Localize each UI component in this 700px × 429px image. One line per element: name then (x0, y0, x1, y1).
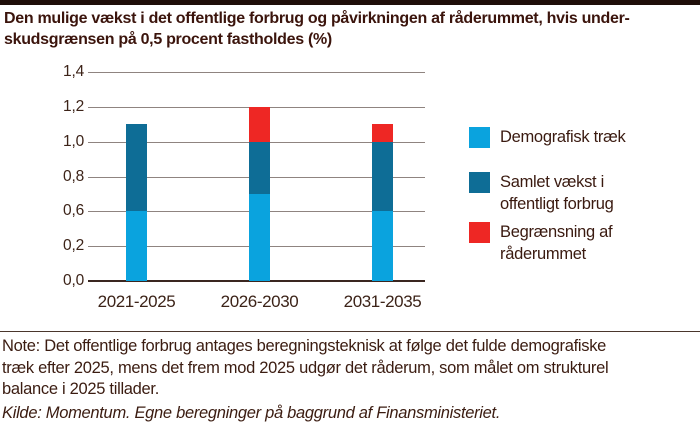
chart-title: Den mulige vækst i det offentlige forbru… (4, 10, 630, 48)
bar-segment-2021-2025-series-1 (126, 211, 147, 281)
x-category-label: 2021-2025 (97, 292, 176, 311)
bar-segment-2031-2035-series-1 (372, 211, 393, 281)
bar-segment-2026-2030-series-2 (249, 141, 270, 194)
legend-label: Samlet vækst i offentligt forbrug (500, 173, 614, 213)
y-tick-label: 1,0 (63, 132, 84, 150)
top-accent-bar (0, 0, 700, 5)
note-text: Note: Det offentlige forbrug antages ber… (2, 337, 609, 398)
legend-label: Demografisk træk (500, 128, 626, 146)
legend-item-begraensning: Begrænsning af råderummet (469, 222, 613, 265)
x-axis-line (88, 280, 425, 282)
y-tick-label: 1,2 (63, 97, 84, 115)
bar-segment-2026-2030-series-1 (249, 193, 270, 281)
x-category-label: 2026-2030 (220, 292, 299, 311)
y-tick-label: 0,0 (63, 272, 84, 289)
legend-item-samlet-vaekst: Samlet vækst i offentligt forbrug (469, 172, 614, 215)
y-tick-label: 0,2 (63, 237, 84, 255)
legend-swatch-dark-blue (469, 172, 490, 193)
source-text: Kilde: Momentum. Egne beregninger på bag… (2, 404, 501, 422)
legend-label: Begrænsning af råderummet (500, 223, 613, 263)
bar-segment-2021-2025-series-2 (126, 124, 147, 212)
note-divider (0, 331, 700, 332)
x-category-label: 2031-2035 (343, 292, 422, 311)
legend-swatch-red (469, 222, 490, 243)
bar-segment-2031-2035-series-2 (372, 141, 393, 212)
y-tick-label: 0,8 (63, 167, 84, 185)
legend-swatch-light-blue (469, 127, 490, 148)
legend-item-demografisk-traek: Demografisk træk (469, 127, 626, 148)
y-tick-label: 1,4 (63, 63, 84, 80)
bar-segment-2026-2030-series-3 (249, 106, 270, 142)
chart-legend: Demografisk træk Samlet vækst i offentli… (469, 0, 694, 300)
y-tick-label: 0,6 (63, 202, 84, 220)
bar-segment-2031-2035-series-3 (372, 124, 393, 142)
gridline (88, 72, 425, 73)
